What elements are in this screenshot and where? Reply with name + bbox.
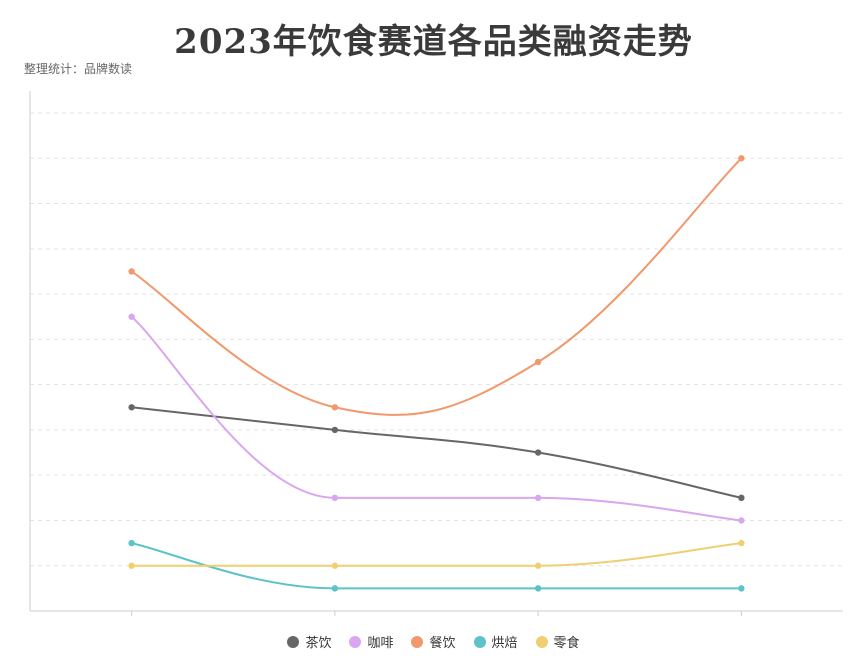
legend-item-1[interactable]: 咖啡 bbox=[349, 632, 393, 651]
chart-title: 2023年饮食赛道各品类融资走势 bbox=[174, 22, 693, 62]
data-point-1-0[interactable] bbox=[128, 313, 135, 320]
legend-item-4[interactable]: 零食 bbox=[535, 632, 580, 651]
legend-label: 餐饮 bbox=[429, 636, 456, 651]
data-point-4-3[interactable] bbox=[738, 539, 745, 547]
data-point-1-2[interactable] bbox=[534, 494, 542, 502]
legend-label: 茶饮 bbox=[305, 636, 332, 651]
data-point-1-3[interactable] bbox=[738, 517, 745, 524]
data-point-2-1[interactable] bbox=[331, 404, 339, 411]
data-point-4-2[interactable] bbox=[534, 562, 542, 569]
legend-dot-icon bbox=[287, 635, 300, 648]
chart-legend: 茶饮 咖啡 餐饮 烘焙 零食 bbox=[0, 632, 867, 651]
data-point-0-1[interactable] bbox=[331, 426, 339, 434]
data-point-0-2[interactable] bbox=[534, 449, 542, 456]
data-point-4-1[interactable] bbox=[331, 562, 339, 569]
series-line-3 bbox=[131, 542, 742, 590]
legend-dot-icon bbox=[535, 635, 548, 648]
data-point-3-1[interactable] bbox=[331, 585, 339, 592]
legend-label: 烘焙 bbox=[491, 636, 518, 651]
legend-dot-icon bbox=[411, 635, 424, 648]
data-point-3-2[interactable] bbox=[534, 585, 542, 592]
data-point-3-3[interactable] bbox=[738, 585, 745, 592]
legend-dot-icon bbox=[349, 635, 362, 648]
legend-dot-icon bbox=[473, 635, 486, 648]
chart-subtitle: 整理统计：品牌数读 bbox=[24, 62, 133, 76]
series-line-1 bbox=[130, 315, 742, 522]
series-line-0 bbox=[131, 406, 742, 499]
series-line-4 bbox=[131, 542, 742, 567]
legend-label: 咖啡 bbox=[367, 636, 394, 651]
legend-item-3[interactable]: 烘焙 bbox=[473, 632, 518, 651]
legend-item-2[interactable]: 餐饮 bbox=[411, 632, 456, 651]
data-point-1-1[interactable] bbox=[331, 494, 339, 502]
data-point-4-0[interactable] bbox=[128, 562, 135, 569]
data-point-2-2[interactable] bbox=[534, 358, 542, 366]
data-point-2-3[interactable] bbox=[738, 155, 745, 162]
legend-item-0[interactable]: 茶饮 bbox=[287, 632, 331, 651]
data-point-0-0[interactable] bbox=[128, 404, 135, 411]
legend-label: 零食 bbox=[553, 636, 580, 651]
data-point-2-0[interactable] bbox=[128, 268, 135, 275]
data-point-0-3[interactable] bbox=[738, 494, 745, 502]
data-point-3-0[interactable] bbox=[128, 539, 135, 547]
series-line-2 bbox=[131, 157, 743, 416]
